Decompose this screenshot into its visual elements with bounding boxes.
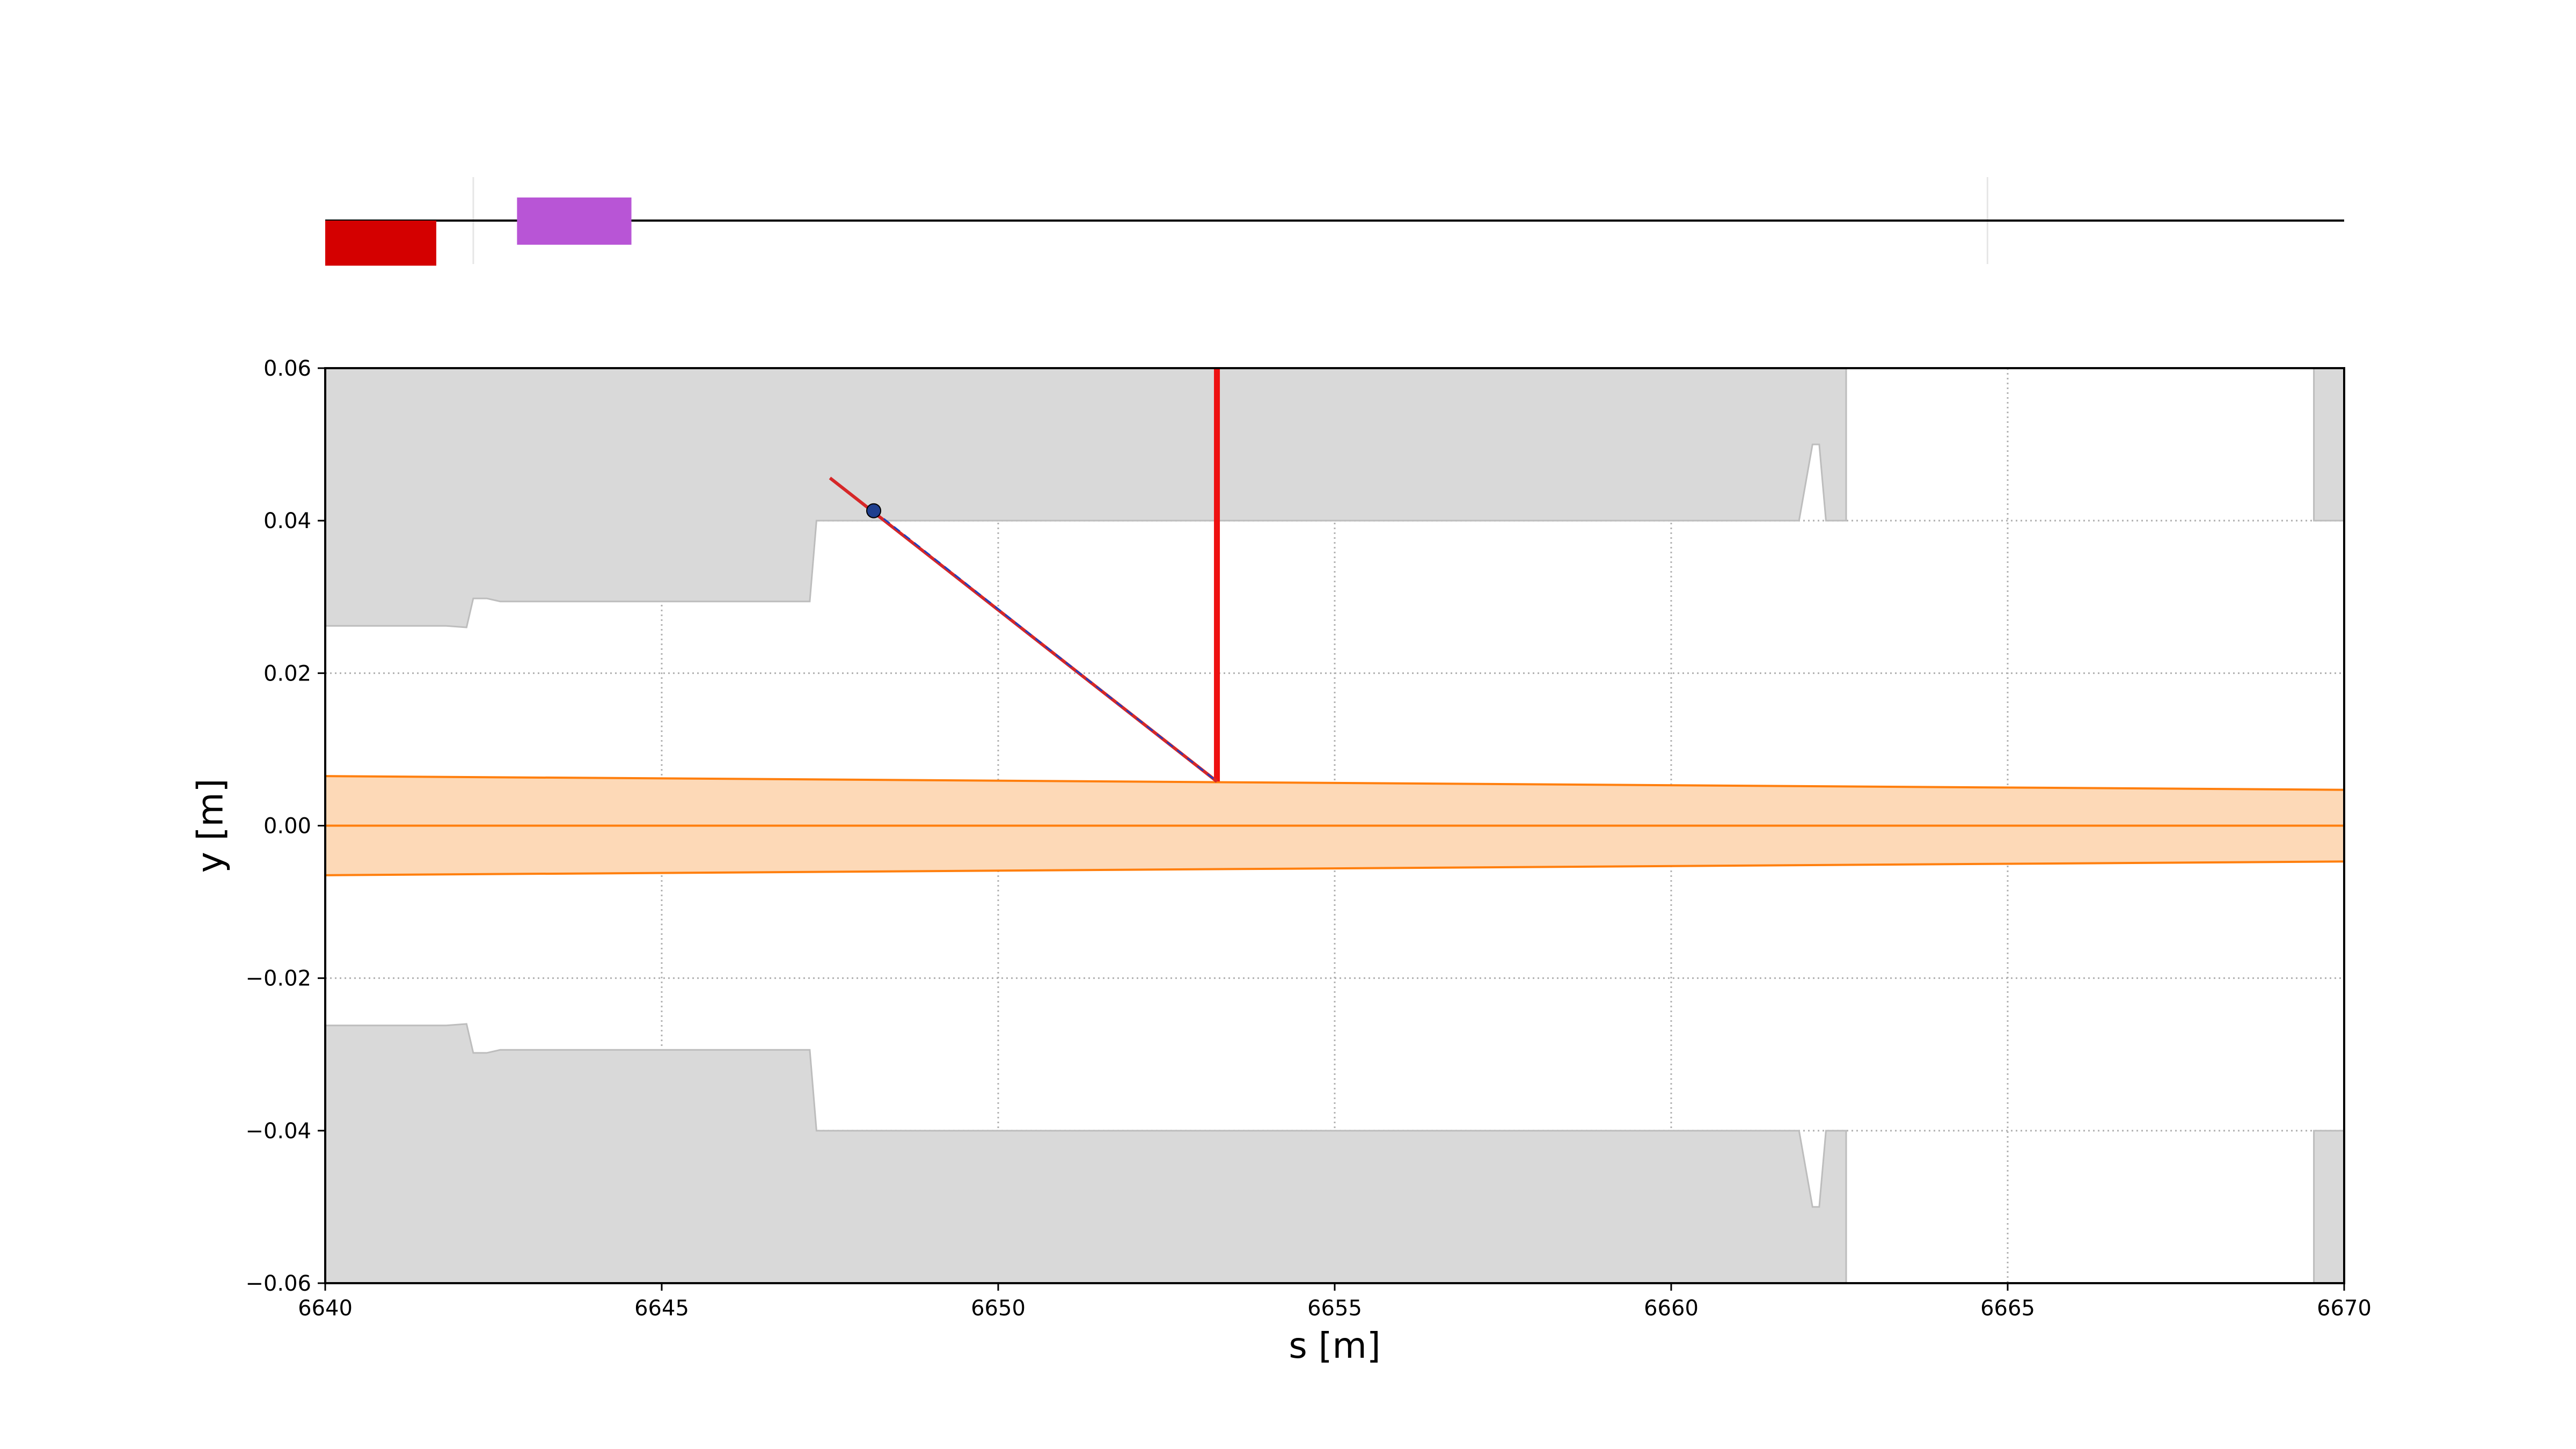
x-tick-label-6: 6670: [2317, 1296, 2372, 1321]
y-tick-label-4: 0.02: [264, 661, 311, 686]
aperture-upper: [324, 367, 1847, 628]
trajectory-dash: [873, 510, 1218, 782]
x-tick-label-4: 6660: [1644, 1296, 1699, 1321]
y-tick-label-6: 0.06: [264, 356, 311, 381]
aperture-lower: [324, 1023, 1847, 1284]
aperture-right-lower: [2313, 1130, 2345, 1284]
y-tick-label-0: −0.06: [245, 1271, 311, 1296]
y-tick-label-1: −0.04: [245, 1119, 311, 1144]
x-axis-label: s [m]: [1289, 1325, 1380, 1366]
lattice-schematic: [325, 177, 2344, 266]
y-tick-label-5: 0.04: [264, 509, 311, 533]
x-tick-label-3: 6655: [1307, 1296, 1362, 1321]
trajectory-point: [866, 503, 882, 518]
envelope-upper-edge: [325, 775, 2345, 791]
aperture-right-upper: [2313, 367, 2345, 522]
ticks: 6640 6645 6650 6655 6660 6665 6670 −0.06 −0.04 −0…: [245, 356, 2371, 1321]
sextupole-element: [517, 197, 632, 245]
dipole-element: [325, 221, 436, 266]
y-axis-label: y [m]: [190, 779, 231, 873]
x-tick-label-0: 6640: [298, 1296, 353, 1321]
x-tick-label-1: 6645: [634, 1296, 689, 1321]
y-tick-label-3: 0.00: [264, 814, 311, 839]
y-tick-label-2: −0.02: [245, 967, 311, 991]
x-tick-label-5: 6665: [1980, 1296, 2035, 1321]
envelope-lower-edge: [325, 860, 2345, 876]
chart-marks: [324, 367, 2345, 1284]
x-tick-label-2: 6650: [971, 1296, 1026, 1321]
aperture-plot: 6640 6645 6650 6655 6660 6665 6670 −0.06 −0.04 −0…: [190, 356, 2372, 1366]
